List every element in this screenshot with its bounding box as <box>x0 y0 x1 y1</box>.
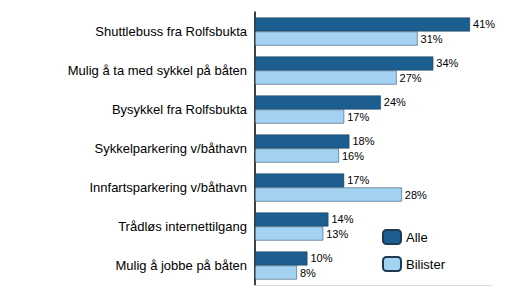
svg-text:17%: 17% <box>347 111 369 123</box>
svg-text:17%: 17% <box>347 174 369 186</box>
svg-text:13%: 13% <box>326 228 348 240</box>
svg-text:28%: 28% <box>405 189 427 201</box>
svg-text:Sykkelparkering v/båthavn: Sykkelparkering v/båthavn <box>95 141 247 156</box>
svg-text:31%: 31% <box>421 33 443 45</box>
svg-text:27%: 27% <box>400 72 422 84</box>
svg-text:Mulig å jobbe på båten: Mulig å jobbe på båten <box>115 258 247 273</box>
svg-text:10%: 10% <box>310 252 332 264</box>
svg-text:8%: 8% <box>300 267 316 279</box>
svg-text:Mulig å ta med sykkel på båten: Mulig å ta med sykkel på båten <box>68 63 247 78</box>
svg-text:24%: 24% <box>384 96 406 108</box>
svg-text:14%: 14% <box>331 213 353 225</box>
svg-text:18%: 18% <box>352 135 374 147</box>
svg-text:Bilister: Bilister <box>406 257 446 272</box>
svg-text:41%: 41% <box>473 18 495 30</box>
svg-text:Trådløs internettilgang: Trådløs internettilgang <box>118 219 247 234</box>
svg-text:Innfartsparkering v/båthavn: Innfartsparkering v/båthavn <box>89 180 247 195</box>
svg-text:16%: 16% <box>342 150 364 162</box>
svg-text:Shuttlebuss fra Rolfsbukta: Shuttlebuss fra Rolfsbukta <box>95 24 248 39</box>
svg-text:Bysykkel fra Rolfsbukta: Bysykkel fra Rolfsbukta <box>112 102 248 117</box>
svg-text:34%: 34% <box>436 57 458 69</box>
svg-text:Alle: Alle <box>406 230 428 245</box>
